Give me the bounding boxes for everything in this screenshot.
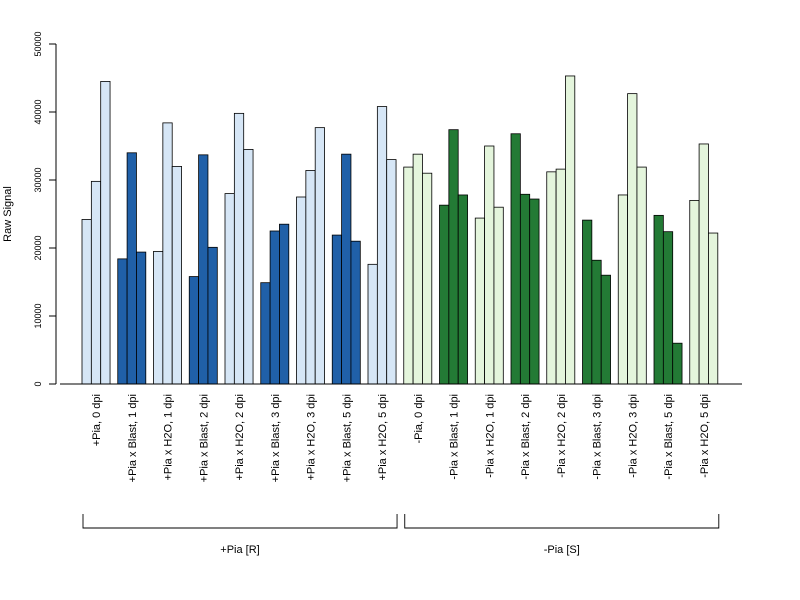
bar xyxy=(90,180,102,385)
bar xyxy=(698,143,709,385)
bar xyxy=(439,204,450,385)
bar xyxy=(653,214,664,385)
bar xyxy=(617,194,629,385)
category-label: -Pia x H2O, 2 dpi xyxy=(556,394,568,478)
bar xyxy=(314,127,325,385)
bar xyxy=(636,166,647,385)
bar xyxy=(457,194,468,385)
y-tick-label: 10000 xyxy=(33,303,43,328)
y-axis: 0 10000 20000 30000 40000 50000 xyxy=(33,31,57,387)
y-axis-title: Raw Signal xyxy=(2,186,14,242)
category-label: -Pia x H2O, 3 dpi xyxy=(627,394,639,478)
bar xyxy=(279,223,290,385)
y-tick-label: 20000 xyxy=(33,235,43,260)
category-label: -Pia x H2O, 1 dpi xyxy=(484,394,496,478)
category-label: -Pia x Blast, 2 dpi xyxy=(520,394,532,480)
bar xyxy=(422,172,433,385)
bar xyxy=(510,133,521,385)
bar xyxy=(153,250,164,385)
bar xyxy=(546,171,557,385)
bar xyxy=(233,112,245,385)
bar xyxy=(305,170,316,385)
category-label: +Pia x Blast, 1 dpi xyxy=(127,394,139,482)
bar xyxy=(519,193,531,385)
bar xyxy=(708,232,719,385)
bar xyxy=(331,234,343,385)
bar xyxy=(591,259,602,385)
bar xyxy=(555,168,566,385)
bar xyxy=(207,246,218,385)
bar xyxy=(493,206,504,385)
category-label: -Pia x Blast, 5 dpi xyxy=(663,394,675,480)
bar xyxy=(565,75,576,385)
bar xyxy=(627,93,638,385)
category-label: +Pia x Blast, 3 dpi xyxy=(270,394,282,482)
bar xyxy=(126,152,137,385)
bar xyxy=(162,122,173,385)
bar xyxy=(600,274,611,385)
bar xyxy=(224,193,235,385)
bar xyxy=(412,153,423,385)
bar xyxy=(403,166,414,385)
bar xyxy=(689,199,700,385)
bar xyxy=(484,145,495,385)
group-bracket xyxy=(404,514,720,529)
bar xyxy=(341,153,352,385)
bar xyxy=(376,106,388,385)
category-label: -Pia x Blast, 1 dpi xyxy=(449,394,461,480)
y-tick-label: 40000 xyxy=(33,99,43,124)
category-label: +Pia x Blast, 5 dpi xyxy=(341,394,353,482)
bar xyxy=(117,258,128,385)
category-label: +Pia x H2O, 2 dpi xyxy=(234,394,246,481)
bar xyxy=(198,154,209,385)
group-bracket xyxy=(82,514,398,529)
category-labels: +Pia, 0 dpi +Pia x Blast, 1 dpi +Pia x H2O… xyxy=(91,394,711,482)
category-label: +Pia x H2O, 3 dpi xyxy=(306,394,318,481)
y-tick-label: 50000 xyxy=(33,31,43,56)
bar xyxy=(474,217,486,385)
category-label: -Pia x Blast, 3 dpi xyxy=(592,394,604,480)
category-label: +Pia x H2O, 1 dpi xyxy=(163,394,175,481)
category-label: +Pia x Blast, 2 dpi xyxy=(198,394,210,482)
bar xyxy=(672,342,683,385)
bar xyxy=(81,219,92,385)
bar xyxy=(367,263,378,385)
category-label: +Pia, 0 dpi xyxy=(91,394,103,446)
bar xyxy=(188,276,200,385)
y-tick-label: 0 xyxy=(33,381,43,386)
group-brackets: +Pia [R] -Pia [S] xyxy=(82,514,720,556)
group-label: +Pia [R] xyxy=(220,544,259,556)
bar xyxy=(171,165,182,385)
bar xyxy=(662,231,674,385)
bar xyxy=(350,240,361,385)
group-label: -Pia [S] xyxy=(544,544,580,556)
bar xyxy=(529,198,540,385)
bar xyxy=(136,251,147,385)
bar xyxy=(260,282,271,385)
bar xyxy=(386,159,397,385)
bar xyxy=(296,196,307,385)
bars xyxy=(60,75,742,385)
category-label: -Pia, 0 dpi xyxy=(413,394,425,444)
bar xyxy=(582,219,593,385)
bar xyxy=(448,129,459,385)
bar xyxy=(100,81,111,385)
y-tick-label: 30000 xyxy=(33,167,43,192)
category-label: +Pia x H2O, 5 dpi xyxy=(377,394,389,481)
bar xyxy=(243,148,254,385)
bar xyxy=(269,230,280,385)
category-label: -Pia x H2O, 5 dpi xyxy=(699,394,711,478)
